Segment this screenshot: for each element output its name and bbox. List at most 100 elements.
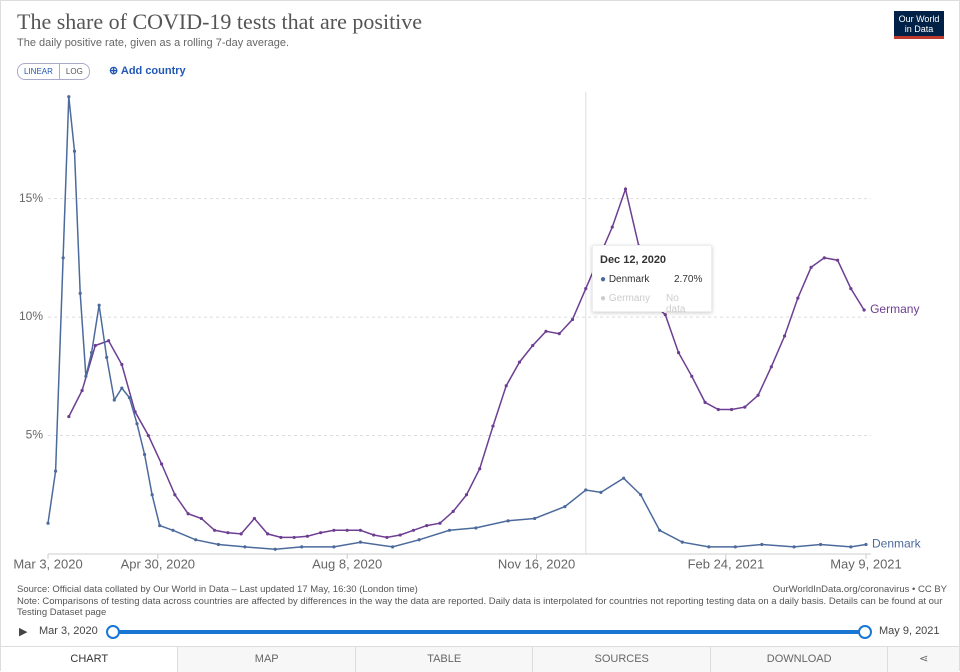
- point: [639, 493, 643, 497]
- point: [658, 528, 662, 532]
- point: [447, 528, 452, 532]
- point: [680, 540, 684, 544]
- x-tick-label: Aug 8, 2020: [312, 556, 382, 571]
- point: [584, 488, 588, 492]
- point: [252, 516, 256, 521]
- point: [818, 542, 823, 547]
- point: [273, 547, 277, 551]
- point: [517, 360, 522, 364]
- point: [792, 545, 796, 549]
- point: [93, 343, 97, 348]
- series-label: Germany: [870, 302, 919, 316]
- tab[interactable]: TABLE: [354, 647, 533, 672]
- point: [120, 362, 124, 367]
- tooltip-row: ● Denmark 2.70%: [600, 274, 703, 285]
- point: [733, 545, 737, 549]
- point: [599, 490, 603, 494]
- point: [544, 329, 548, 333]
- note: Note: Comparisons of testing data across…: [17, 596, 943, 618]
- point: [782, 334, 787, 338]
- timeline-handle[interactable]: [858, 625, 872, 639]
- point: [332, 545, 336, 549]
- share-button[interactable]: ⋖: [887, 647, 960, 672]
- add-country[interactable]: ⊕ Add country: [109, 65, 186, 77]
- point: [173, 493, 177, 497]
- point: [385, 535, 389, 540]
- point: [676, 351, 681, 355]
- tooltip-value: No data: [666, 293, 686, 315]
- tab[interactable]: SOURCES: [532, 647, 710, 672]
- point: [425, 523, 429, 528]
- title: The share of COVID-19 tests that are pos…: [17, 9, 423, 34]
- source: Source: Official data collated by Our Wo…: [17, 584, 418, 595]
- tooltip-row: ● Germany No data: [600, 293, 686, 315]
- series-label: Denmark: [872, 537, 922, 551]
- point: [226, 531, 230, 535]
- play-button[interactable]: ▶: [19, 626, 28, 638]
- tooltip-series: Germany: [608, 293, 650, 304]
- credit: OurWorldInData.org/coronavirus • CC BY: [772, 584, 947, 595]
- timeline-handle[interactable]: [106, 625, 120, 639]
- point: [849, 545, 853, 549]
- point: [332, 528, 336, 532]
- subtitle: The daily positive rate, given as a roll…: [17, 37, 290, 49]
- point: [61, 256, 65, 260]
- point: [864, 542, 868, 547]
- point: [610, 225, 614, 229]
- point: [411, 528, 416, 532]
- point: [623, 187, 628, 191]
- point: [239, 532, 243, 536]
- timeline-bar[interactable]: [113, 630, 865, 634]
- point: [372, 533, 376, 537]
- point: [478, 467, 482, 471]
- timeline-start: Mar 3, 2020: [39, 625, 98, 637]
- point: [160, 462, 164, 466]
- point: [563, 505, 567, 509]
- point: [97, 303, 101, 307]
- point: [417, 538, 421, 542]
- point: [319, 531, 323, 535]
- point: [707, 545, 711, 549]
- tab[interactable]: CHART: [1, 647, 178, 672]
- point: [506, 519, 510, 523]
- point: [112, 398, 116, 402]
- point: [491, 424, 495, 428]
- log-button[interactable]: LOG: [65, 67, 83, 76]
- point: [584, 287, 588, 291]
- point: [743, 405, 747, 409]
- series-line: [47, 96, 867, 551]
- point: [67, 414, 71, 419]
- point: [105, 355, 109, 359]
- tooltip-series: Denmark: [608, 274, 650, 285]
- linear-button[interactable]: LINEAR: [18, 64, 60, 79]
- point: [120, 386, 124, 390]
- point: [398, 533, 402, 537]
- point: [729, 407, 734, 412]
- point: [135, 422, 139, 426]
- logo[interactable]: Our World in Data: [894, 11, 944, 39]
- point: [557, 332, 561, 336]
- point: [663, 313, 667, 317]
- point: [106, 339, 111, 343]
- point: [84, 374, 88, 378]
- point: [243, 545, 247, 549]
- tabs: CHART MAP TABLE SOURCES DOWNLOAD ⋖: [1, 646, 960, 672]
- add-country-label[interactable]: Add country: [120, 65, 186, 77]
- point: [158, 523, 162, 528]
- tooltip-date: Dec 12, 2020: [600, 254, 667, 266]
- point: [46, 521, 50, 525]
- point: [464, 493, 469, 497]
- point: [862, 308, 866, 312]
- point: [809, 265, 813, 269]
- point: [570, 317, 575, 322]
- x-tick-label: Nov 16, 2020: [498, 556, 575, 571]
- tab[interactable]: MAP: [177, 647, 355, 672]
- point: [474, 526, 478, 530]
- point: [305, 534, 310, 538]
- tab[interactable]: DOWNLOAD: [709, 647, 888, 672]
- scale-toggle: LINEAR LOG: [17, 63, 90, 80]
- point: [292, 535, 296, 540]
- x-tick-label: May 9, 2021: [830, 556, 902, 571]
- point: [127, 396, 132, 400]
